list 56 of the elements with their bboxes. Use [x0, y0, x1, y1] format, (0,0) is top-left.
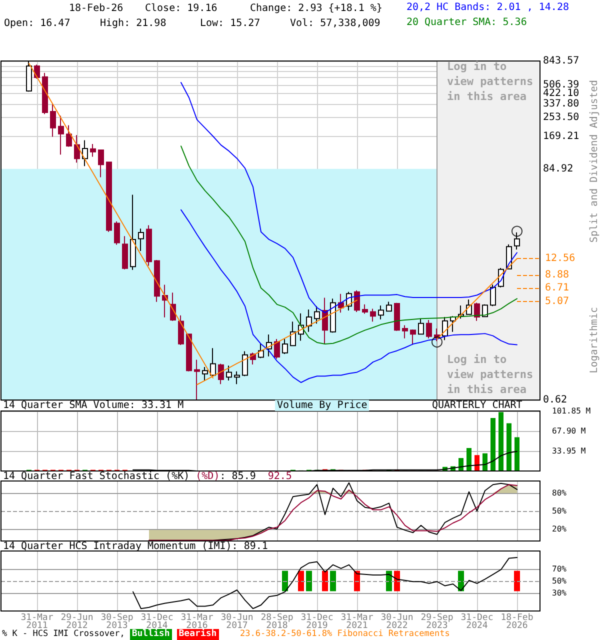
- x-tick-label: 31-Mar 2021: [340, 613, 374, 631]
- annotation: 92.5: [268, 470, 292, 482]
- annotation: Log in to view patterns in this area: [447, 59, 534, 104]
- text: 18-Feb-26: [69, 2, 124, 14]
- text: Logarithmic: [589, 307, 600, 374]
- chart-title: 14 Quarter HCS Intraday Momentum (IMI): 89.1: [3, 541, 268, 552]
- x-tick-label: 18-Feb 2026: [500, 613, 534, 631]
- ref-line-label: 5.07: [545, 296, 570, 307]
- text: Bearish: [176, 629, 219, 640]
- y-tick-label: 80%: [552, 488, 567, 498]
- y-tick-label: 101.85 M: [552, 406, 591, 416]
- y-tick-label: 33.95 M: [552, 446, 586, 456]
- y-tick-label: 169.21: [543, 130, 580, 142]
- ref-line-label: 8.88: [545, 269, 570, 280]
- y-axis-title: Split and Dividend Adjusted: [589, 80, 600, 243]
- text: (%D): [196, 470, 220, 482]
- annotation: QUARTERLY CHART: [432, 400, 522, 411]
- text: Close: 19.16: [145, 2, 218, 14]
- x-tick-label: 28-Sep 2018: [260, 613, 294, 631]
- band-label: Volume By Price: [275, 400, 370, 411]
- text: 20,2 HC Bands: 2.01 , 14.28: [406, 1, 569, 15]
- ref-line-label: 12.56: [545, 253, 576, 264]
- text: Low: 15.27: [200, 18, 260, 30]
- text: 23.6-38.2-50-61.8% Fibonacci Retracements: [240, 629, 450, 640]
- x-tick-label: 30-Jun 2022: [380, 613, 414, 631]
- y-tick-label: 70%: [552, 564, 567, 574]
- y-tick-label: 20%: [552, 524, 567, 534]
- text: 20 Quarter SMA: 5.36: [406, 16, 528, 30]
- text: Open: 16.47: [4, 18, 70, 30]
- ref-line-label: 6.71: [545, 282, 570, 294]
- x-tick-label: 29-Sep 2023: [420, 613, 454, 631]
- x-tick-label: 30-Sep 2013: [100, 613, 134, 631]
- x-tick-label: 31-Mar 2011: [20, 613, 54, 631]
- legend-title: % K - HCS IMI Crossover,: [2, 629, 125, 640]
- y-tick-label: 422.10: [543, 88, 580, 100]
- text: Bullish: [130, 629, 172, 640]
- x-tick-label: 29-Jun 2012: [60, 613, 94, 631]
- y-tick-label: 50%: [552, 506, 567, 516]
- x-tick-label: 31-Dec 2019: [300, 613, 334, 631]
- chart-title: 14 Quarter SMA Volume: 33.31 M: [3, 400, 184, 411]
- annotation: Log in to view patterns in this area: [447, 352, 534, 396]
- chart-title: 14 Quarter Fast Stochastic (%K): [3, 470, 190, 482]
- x-tick-label: 30-Jun 2017: [220, 613, 254, 631]
- y-tick-label: 30%: [552, 588, 567, 598]
- y-tick-label: 84.92: [543, 163, 574, 174]
- y-tick-label: 843.57: [543, 56, 580, 66]
- text: Vol: 57,338,009: [290, 18, 380, 30]
- y-tick-label: 50%: [552, 576, 567, 586]
- y-tick-label: 253.50: [543, 112, 580, 123]
- text: Change: 2.93 {+18.1 %}: [250, 2, 382, 14]
- annotation: : 85.9: [220, 470, 256, 482]
- x-tick-label: 31-Dec 2024: [460, 613, 494, 631]
- y-tick-label: 337.80: [543, 98, 580, 110]
- y-tick-label: 0.62: [543, 394, 568, 406]
- y-tick-label: 67.90 M: [552, 426, 586, 436]
- text: High: 21.98: [100, 18, 166, 30]
